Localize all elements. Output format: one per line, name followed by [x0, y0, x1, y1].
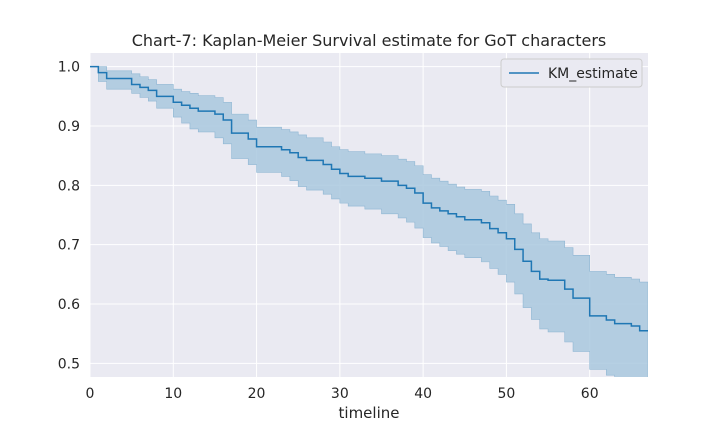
y-tick-label: 0.7: [58, 238, 80, 254]
y-tick-label: 0.9: [58, 119, 80, 135]
y-tick-labels: 0.5 0.6 0.7 0.8 0.9 1.0: [58, 60, 80, 373]
legend-entry-km-estimate: KM_estimate: [548, 66, 638, 82]
y-tick-label: 0.8: [58, 178, 80, 194]
x-tick-label: 0: [86, 386, 95, 402]
confidence-band: [90, 66, 648, 377]
x-tick-label: 50: [498, 386, 516, 402]
km-estimate-line: [90, 65, 648, 332]
y-tick-label: 0.6: [58, 297, 80, 313]
legend-box: [500, 58, 643, 88]
chart-title: Chart-7: Kaplan-Meier Survival estimate …: [132, 31, 607, 50]
plot-marks: [90, 65, 648, 377]
x-axis-label: timeline: [339, 404, 400, 422]
x-tick-label: 30: [331, 386, 349, 402]
y-tick-label: 0.5: [58, 356, 80, 372]
x-tick-label: 10: [164, 386, 182, 402]
x-tick-labels: 0 10 20 30 40 50 60: [86, 386, 599, 402]
x-tick-label: 20: [248, 386, 266, 402]
y-tick-label: 1.0: [58, 60, 80, 76]
x-tick-label: 40: [414, 386, 432, 402]
legend: KM_estimate: [500, 58, 643, 88]
x-tick-label: 60: [581, 386, 599, 402]
